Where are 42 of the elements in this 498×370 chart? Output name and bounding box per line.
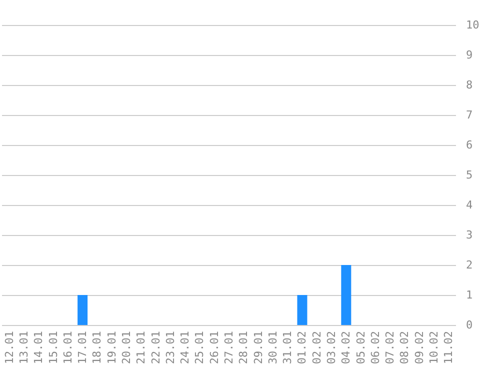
x-tick-label: 26.01 bbox=[208, 331, 221, 364]
x-tick-label: 19.01 bbox=[105, 331, 118, 364]
y-tick-label: 0 bbox=[466, 318, 473, 332]
x-tick-label: 23.01 bbox=[164, 331, 177, 364]
x-tick-label: 30.01 bbox=[266, 331, 280, 364]
x-tick-label: 08.02 bbox=[398, 331, 412, 364]
x-tick-label: 22.01 bbox=[149, 331, 162, 364]
y-tick-label: 8 bbox=[466, 78, 473, 92]
y-tick-label: 4 bbox=[466, 198, 473, 212]
x-tick-label: 29.01 bbox=[252, 331, 265, 364]
x-tick-label: 17.01 bbox=[76, 331, 90, 364]
x-tick-label: 14.01 bbox=[32, 331, 46, 364]
x-tick-label: 25.01 bbox=[193, 331, 206, 364]
x-tick-label: 01.02 bbox=[296, 331, 309, 364]
y-tick-label: 1 bbox=[466, 288, 473, 302]
y-tick-label: 2 bbox=[466, 258, 473, 272]
x-tick-label: 18.01 bbox=[90, 331, 104, 364]
x-tick-label: 10.02 bbox=[428, 331, 441, 364]
x-tick-label: 27.01 bbox=[222, 331, 236, 364]
x-tick-label: 15.01 bbox=[46, 331, 60, 364]
x-tick-label: 16.01 bbox=[61, 331, 74, 364]
x-tick-label: 28.01 bbox=[237, 331, 250, 364]
y-tick-label: 7 bbox=[466, 108, 473, 122]
x-tick-label: 20.01 bbox=[120, 331, 133, 364]
x-tick-label: 03.02 bbox=[325, 331, 338, 364]
x-tick-label: 12.01 bbox=[2, 331, 16, 364]
x-tick-label: 09.02 bbox=[412, 331, 426, 364]
x-tick-label: 21.01 bbox=[134, 331, 148, 364]
x-tick-label: 05.02 bbox=[354, 331, 368, 364]
y-tick-label: 6 bbox=[466, 138, 473, 152]
x-tick-label: 24.01 bbox=[178, 331, 192, 364]
y-tick-label: 3 bbox=[466, 228, 473, 242]
x-tick-label: 02.02 bbox=[310, 331, 324, 364]
y-tick-label: 10 bbox=[466, 18, 480, 32]
x-tick-label: 04.02 bbox=[340, 331, 353, 364]
x-tick-label: 13.01 bbox=[17, 331, 30, 364]
y-tick-label: 9 bbox=[466, 48, 473, 62]
x-tick-label: 06.02 bbox=[368, 331, 382, 364]
x-tick-label: 11.02 bbox=[442, 331, 456, 364]
x-tick-label: 07.02 bbox=[384, 331, 397, 364]
y-tick-label: 5 bbox=[466, 168, 473, 182]
x-tick-label: 31.01 bbox=[281, 331, 294, 364]
